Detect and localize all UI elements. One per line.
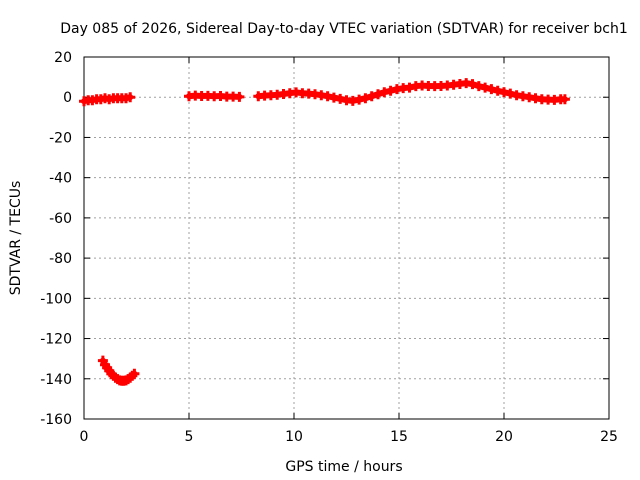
series-segment-4 bbox=[253, 78, 570, 106]
data-point bbox=[559, 94, 570, 105]
series-segment-2 bbox=[97, 355, 140, 386]
y-tick-label: -60 bbox=[49, 211, 72, 227]
y-axis-title: SDTVAR / TECUs bbox=[8, 181, 24, 296]
chart-title: Day 085 of 2026, Sidereal Day-to-day VTE… bbox=[60, 21, 628, 37]
x-axis-title: GPS time / hours bbox=[285, 459, 402, 475]
grid bbox=[84, 57, 609, 419]
x-tick-label: 25 bbox=[600, 429, 618, 445]
y-tick-label: -40 bbox=[49, 171, 72, 187]
axis-ticks: 0 5 10 15 20 25 20 0 -20 -40 -60 -80 -100 -120 -140 -16… bbox=[40, 50, 618, 445]
x-tick-label: 0 bbox=[80, 429, 89, 445]
y-tick-label: -80 bbox=[49, 251, 72, 267]
y-tick-label: 20 bbox=[54, 50, 72, 66]
data-point bbox=[129, 368, 140, 379]
x-tick-label: 5 bbox=[185, 429, 194, 445]
y-tick-label: -160 bbox=[40, 412, 72, 428]
y-tick-label: -120 bbox=[40, 332, 72, 348]
series-segment-1 bbox=[79, 92, 136, 107]
y-tick-label: -140 bbox=[40, 372, 72, 388]
y-tick-label: -100 bbox=[40, 291, 72, 307]
series-segment-3 bbox=[184, 90, 245, 102]
x-tick-label: 20 bbox=[495, 429, 513, 445]
y-tick-label: 0 bbox=[63, 90, 72, 106]
data-point bbox=[234, 91, 245, 102]
data-point bbox=[125, 92, 136, 103]
y-tick-label: -20 bbox=[49, 130, 72, 146]
data-points bbox=[79, 78, 570, 386]
plot-frame bbox=[83, 56, 610, 420]
x-tick-label: 10 bbox=[285, 429, 303, 445]
x-tick-label: 15 bbox=[390, 429, 408, 445]
